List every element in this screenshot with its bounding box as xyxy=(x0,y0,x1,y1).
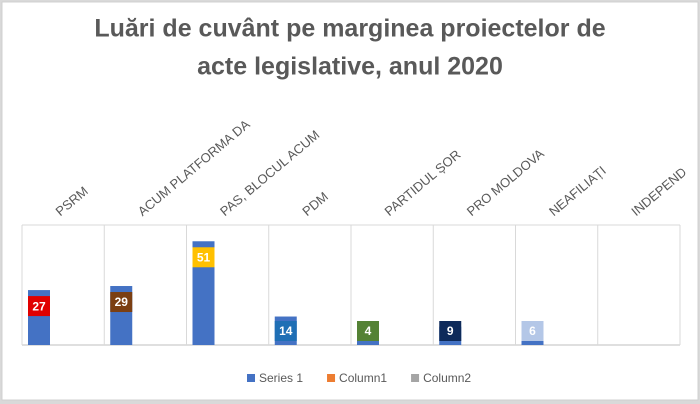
data-label: 14 xyxy=(279,324,293,338)
legend-swatch xyxy=(327,374,336,382)
label-box xyxy=(439,321,462,341)
data-label: 29 xyxy=(115,295,129,309)
legend-label: Column1 xyxy=(339,371,387,385)
label-box xyxy=(521,321,544,341)
data-label: 51 xyxy=(197,250,211,264)
data-label: 0 xyxy=(611,324,618,338)
label-box xyxy=(110,292,133,313)
data-label: 4 xyxy=(365,324,372,338)
label-box xyxy=(357,321,379,341)
data-label: 27 xyxy=(32,299,46,313)
legend-label: Series 1 xyxy=(259,371,303,385)
chart-title: acte legislative, anul 2020 xyxy=(197,53,503,81)
data-label: 6 xyxy=(529,324,536,338)
legend-label: Column2 xyxy=(423,371,471,385)
legend-swatch xyxy=(247,374,255,382)
data-label: 9 xyxy=(447,324,454,338)
label-box xyxy=(28,296,50,317)
label-box xyxy=(274,321,297,341)
legend-swatch xyxy=(411,374,420,382)
label-box xyxy=(192,247,215,268)
chart-title: Luări de cuvânt pe marginea proiectelor … xyxy=(94,15,605,43)
